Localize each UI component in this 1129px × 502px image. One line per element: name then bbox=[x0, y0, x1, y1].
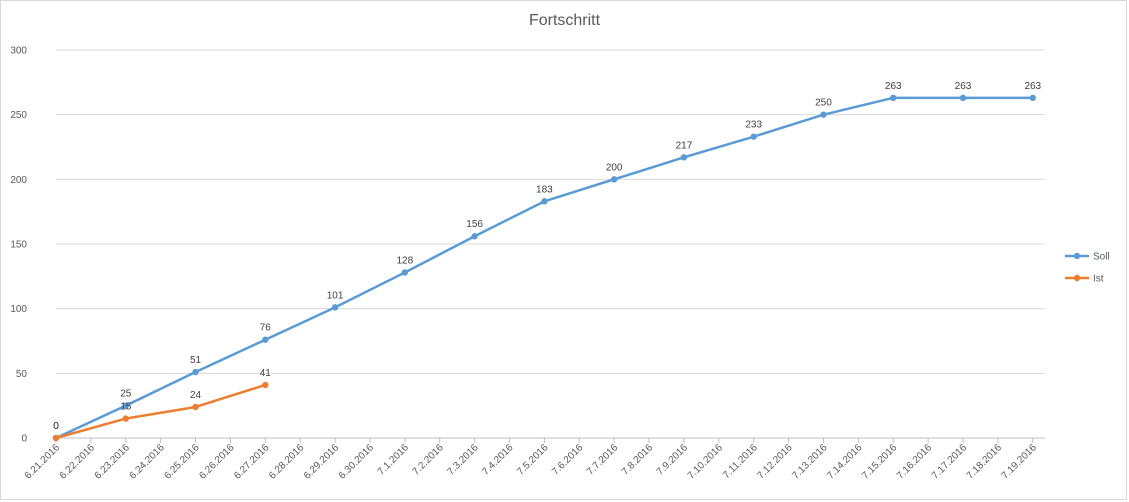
x-tick-label: 7.7.2016 bbox=[585, 442, 621, 478]
data-point-soll bbox=[750, 133, 757, 140]
data-label-soll: 128 bbox=[397, 255, 414, 266]
data-point-soll bbox=[401, 269, 409, 276]
legend-marker-soll bbox=[1073, 252, 1081, 260]
data-point-ist bbox=[192, 403, 199, 411]
data-label-ist: 24 bbox=[190, 390, 202, 401]
x-tick-label: 6.26.2016 bbox=[197, 442, 237, 482]
series-line-ist bbox=[55, 383, 266, 440]
y-tick-label: 150 bbox=[10, 240, 27, 251]
data-point-soll bbox=[471, 233, 478, 240]
x-tick-label: 6.25.2016 bbox=[162, 442, 202, 482]
data-point-soll bbox=[192, 368, 199, 376]
legend-marker-ist bbox=[1073, 274, 1081, 282]
x-tick-label: 6.27.2016 bbox=[232, 442, 272, 482]
data-label-ist: 41 bbox=[260, 368, 272, 379]
data-labels: 0 25 51 76 101 128 156 183 200 217 233 250 263 263 263… bbox=[53, 81, 1041, 432]
legend-label-ist: Ist bbox=[1093, 274, 1104, 285]
data-point-soll bbox=[610, 176, 618, 183]
data-label-soll: 263 bbox=[885, 81, 902, 92]
data-label-soll: 250 bbox=[815, 98, 832, 109]
data-point-soll bbox=[262, 336, 269, 343]
y-tick-label: 250 bbox=[10, 110, 27, 121]
x-tick-label: 7.8.2016 bbox=[620, 442, 656, 478]
x-tick-label: 7.18.2016 bbox=[965, 442, 1005, 482]
data-point-soll bbox=[680, 154, 688, 161]
data-label-soll: 217 bbox=[676, 140, 693, 151]
series-lines bbox=[52, 94, 1036, 442]
data-point-ist bbox=[52, 434, 60, 442]
data-point-soll bbox=[959, 94, 967, 102]
data-point-soll bbox=[541, 198, 548, 205]
y-tick-label: 200 bbox=[10, 175, 27, 186]
data-point-ist bbox=[122, 415, 129, 422]
x-tick-label: 6.30.2016 bbox=[337, 442, 377, 482]
data-point-soll bbox=[1029, 94, 1036, 102]
x-tick-label: 7.6.2016 bbox=[550, 442, 586, 478]
gridlines bbox=[56, 49, 1045, 439]
data-label-soll: 76 bbox=[260, 323, 272, 334]
y-tick-label: 300 bbox=[10, 46, 27, 57]
x-axis-ticks: 6.21.20166.22.20166.23.20166.24.20166.25… bbox=[23, 438, 1039, 482]
data-label-soll: 183 bbox=[536, 184, 553, 195]
x-tick-label: 7.19.2016 bbox=[1000, 442, 1040, 482]
data-label-soll: 263 bbox=[1024, 81, 1041, 92]
x-tick-label: 7.2.2016 bbox=[411, 442, 447, 478]
data-label-soll: 263 bbox=[955, 81, 972, 92]
legend: Soll Ist bbox=[1065, 252, 1110, 285]
x-tick-label: 7.3.2016 bbox=[445, 442, 481, 478]
x-tick-label: 6.21.2016 bbox=[23, 442, 63, 482]
x-tick-label: 7.11.2016 bbox=[721, 442, 760, 481]
x-tick-label: 7.9.2016 bbox=[655, 442, 691, 478]
x-tick-label: 7.15.2016 bbox=[860, 442, 900, 482]
x-tick-label: 7.4.2016 bbox=[480, 442, 516, 478]
data-point-ist bbox=[262, 381, 269, 389]
data-label-soll: 156 bbox=[466, 219, 483, 230]
data-label-ist: 15 bbox=[120, 402, 132, 413]
data-label-soll: 233 bbox=[745, 120, 762, 131]
y-tick-label: 100 bbox=[10, 304, 27, 315]
data-point-soll bbox=[820, 111, 827, 118]
x-tick-label: 7.16.2016 bbox=[895, 442, 935, 482]
x-tick-label: 7.12.2016 bbox=[755, 442, 795, 482]
x-tick-label: 7.17.2016 bbox=[930, 442, 970, 482]
data-point-soll bbox=[122, 402, 129, 409]
y-tick-label: 0 bbox=[21, 434, 27, 445]
x-tick-label: 6.28.2016 bbox=[267, 442, 307, 482]
x-tick-label: 7.10.2016 bbox=[686, 442, 726, 482]
x-tick-label: 7.14.2016 bbox=[825, 442, 865, 482]
x-tick-label: 7.1.2016 bbox=[376, 442, 412, 478]
x-tick-label: 6.23.2016 bbox=[93, 442, 133, 482]
data-label-soll: 0 bbox=[53, 421, 59, 432]
x-tick-label: 6.29.2016 bbox=[302, 442, 342, 482]
data-point-soll bbox=[890, 94, 897, 102]
x-tick-label: 6.22.2016 bbox=[58, 442, 98, 482]
x-tick-label: 7.5.2016 bbox=[515, 442, 551, 478]
data-label-soll: 51 bbox=[190, 355, 202, 366]
data-label-soll: 200 bbox=[606, 162, 623, 173]
x-tick-label: 7.13.2016 bbox=[790, 442, 830, 482]
y-axis-ticks: 0 50 100 150 200 250 300 bbox=[10, 46, 27, 445]
data-label-ist: 0 bbox=[53, 421, 59, 432]
y-tick-label: 50 bbox=[16, 369, 28, 380]
data-label-soll: 25 bbox=[120, 389, 132, 400]
series-line-soll bbox=[55, 96, 1033, 440]
legend-label-soll: Soll bbox=[1093, 252, 1110, 263]
data-label-soll: 101 bbox=[327, 290, 344, 301]
x-tick-label: 6.24.2016 bbox=[128, 442, 168, 482]
chart-title: Fortschritt bbox=[528, 12, 601, 29]
data-point-soll bbox=[331, 304, 339, 311]
